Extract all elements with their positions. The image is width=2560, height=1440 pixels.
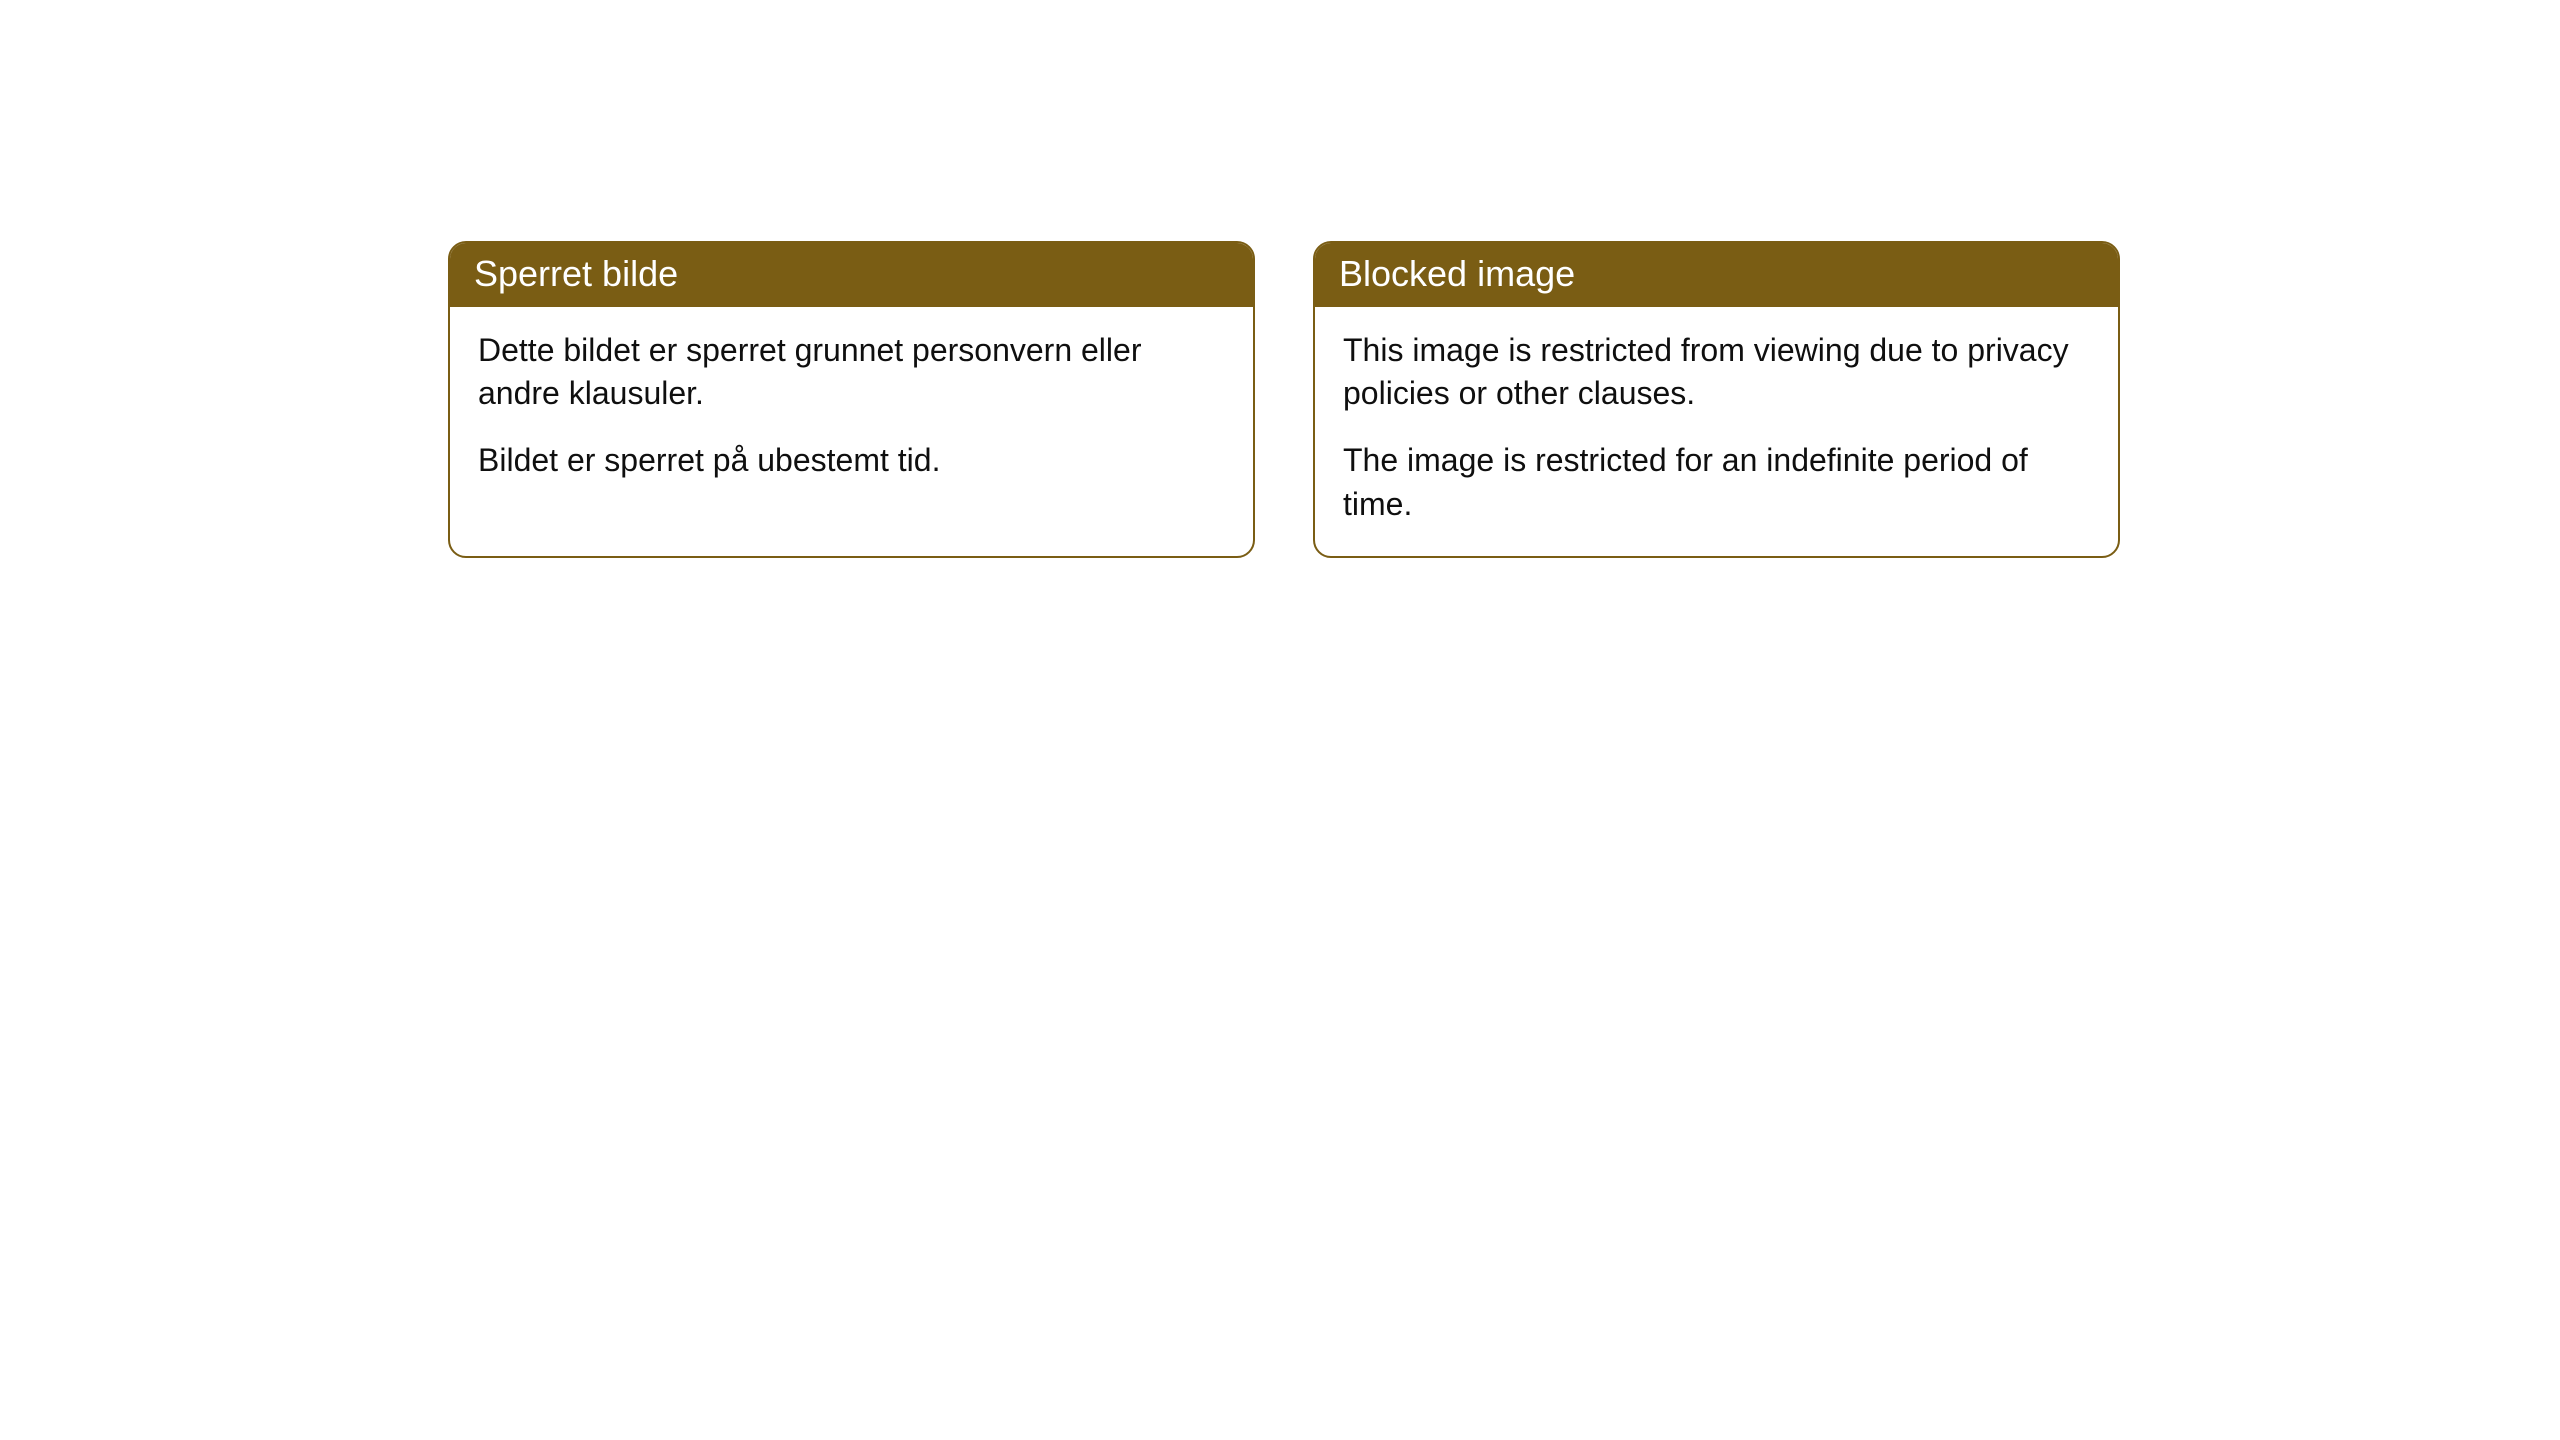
card-title: Sperret bilde [474, 253, 678, 294]
card-header: Sperret bilde [450, 243, 1253, 307]
card-paragraph: The image is restricted for an indefinit… [1343, 439, 2090, 525]
card-body: Dette bildet er sperret grunnet personve… [450, 307, 1253, 513]
blocked-image-card-en: Blocked image This image is restricted f… [1313, 241, 2120, 558]
card-paragraph: Dette bildet er sperret grunnet personve… [478, 329, 1225, 415]
notice-cards-container: Sperret bilde Dette bildet er sperret gr… [448, 241, 2120, 558]
card-title: Blocked image [1339, 253, 1575, 294]
blocked-image-card-no: Sperret bilde Dette bildet er sperret gr… [448, 241, 1255, 558]
card-header: Blocked image [1315, 243, 2118, 307]
card-body: This image is restricted from viewing du… [1315, 307, 2118, 556]
card-paragraph: This image is restricted from viewing du… [1343, 329, 2090, 415]
card-paragraph: Bildet er sperret på ubestemt tid. [478, 439, 1225, 482]
